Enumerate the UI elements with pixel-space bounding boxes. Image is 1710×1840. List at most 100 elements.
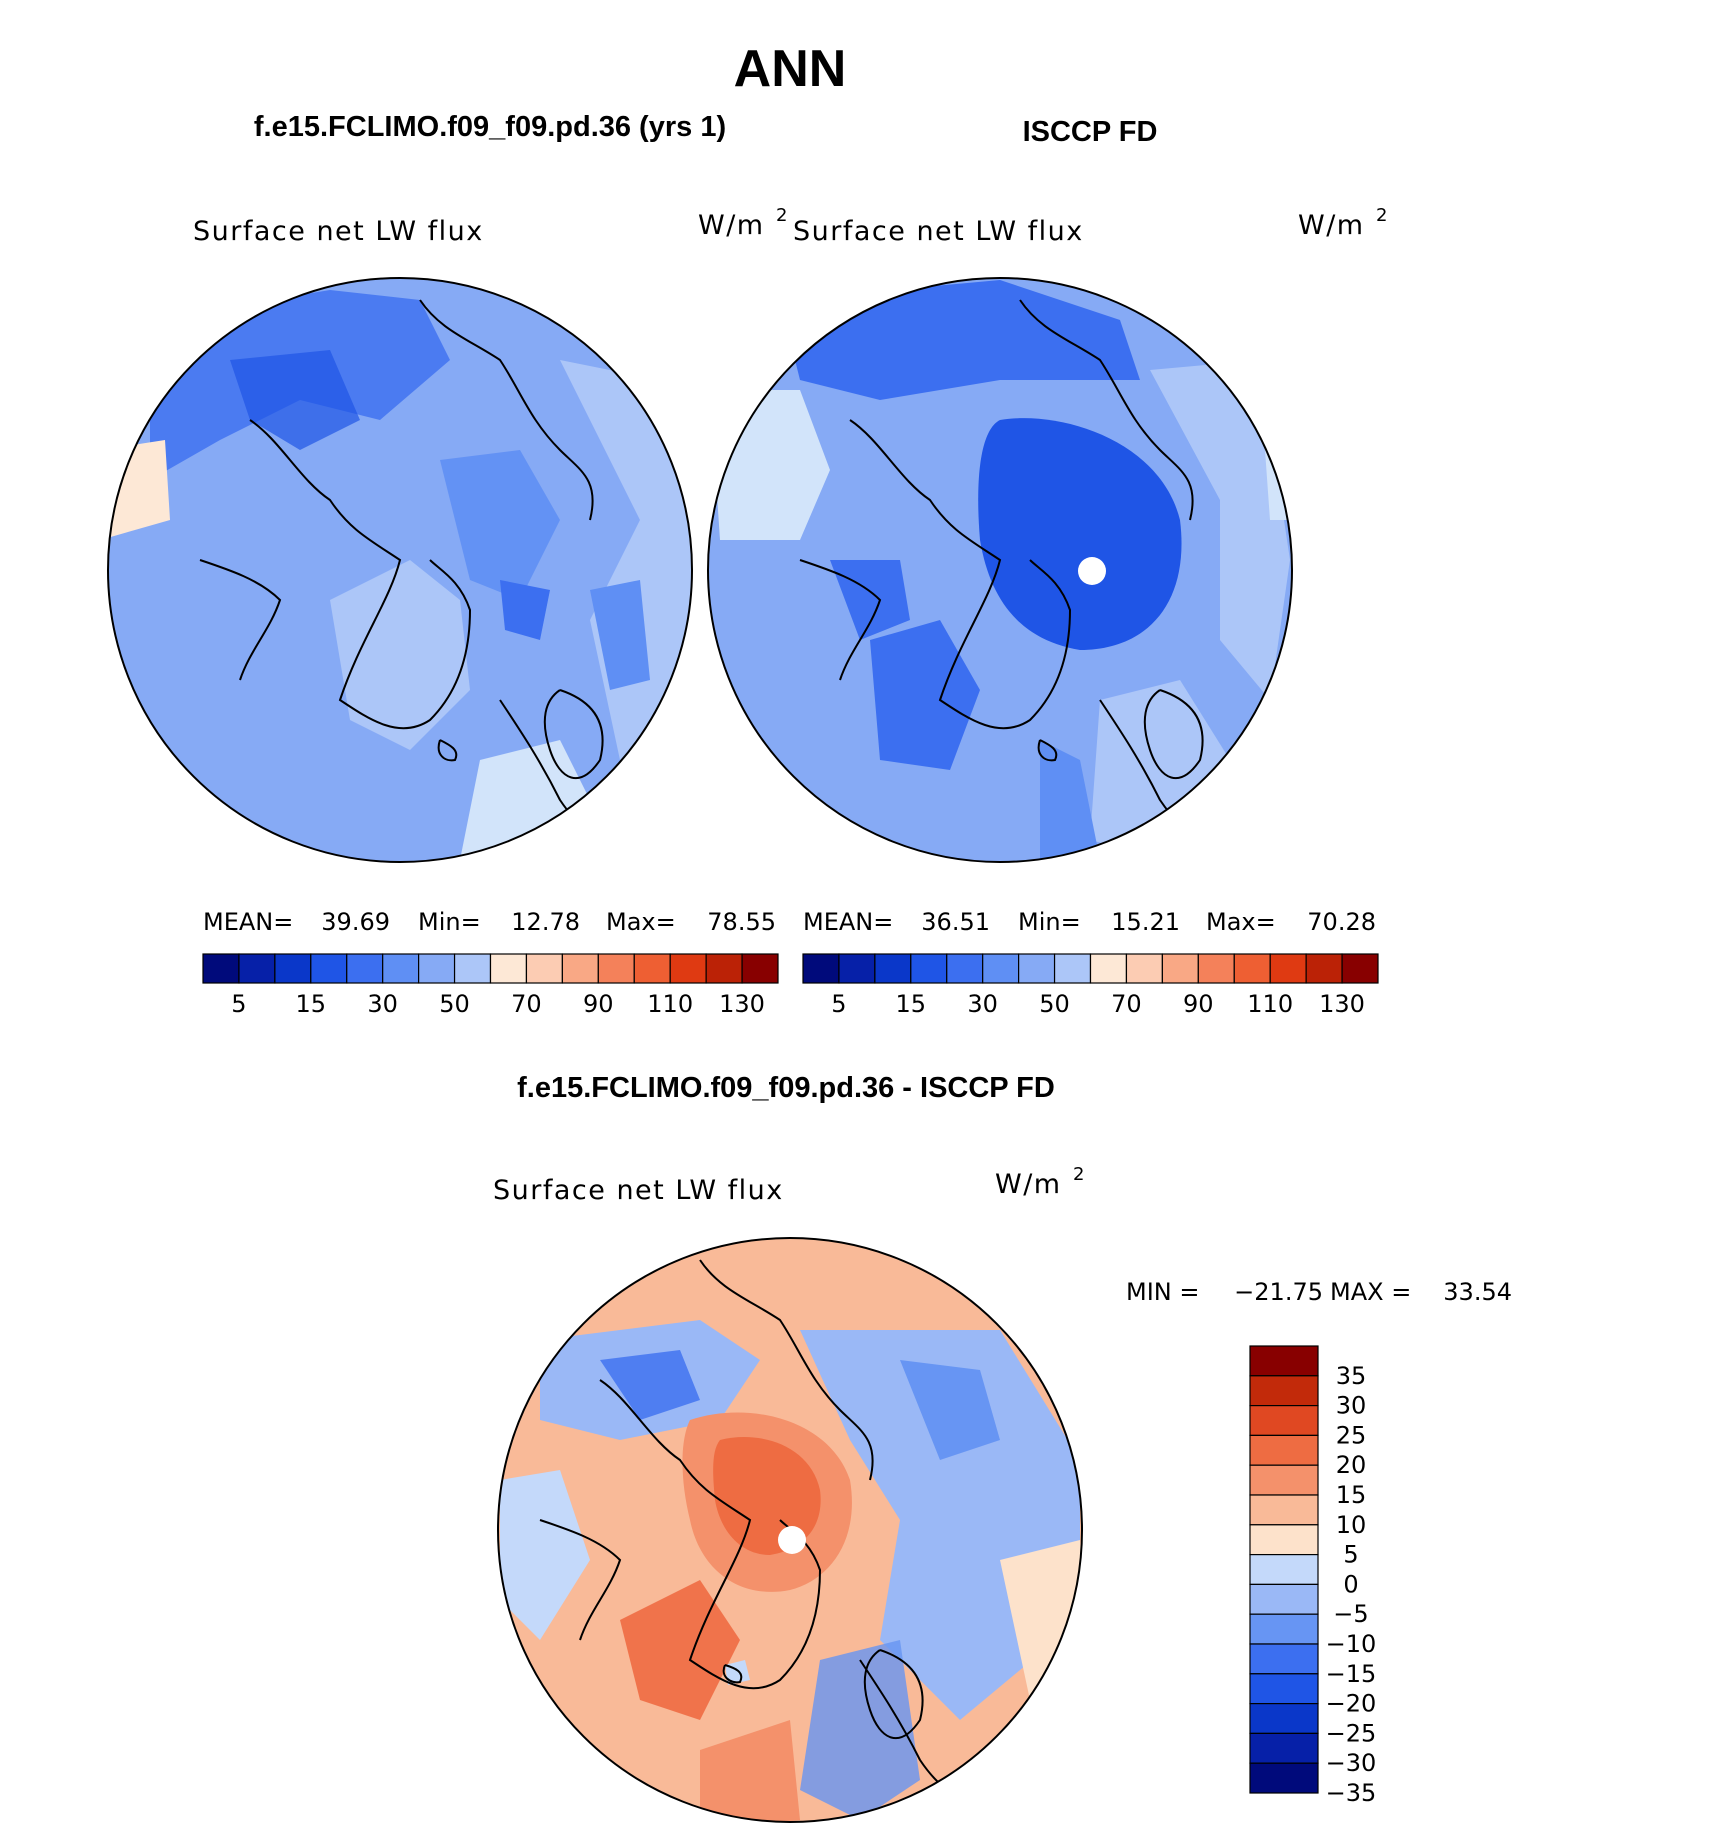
panel-diff-units: W/m 2 [995,1164,1084,1200]
map-fill [870,620,980,770]
panel-obs-min-value: 15.21 [1111,908,1180,936]
map-fill [590,580,650,690]
panel-obs-mean-value: 36.51 [921,908,990,936]
panel-model-colorbar-labels: 5 15 30 50 70 90 110 130 [231,990,765,1018]
colorbar-swatch [346,953,384,984]
map-fill [230,350,360,450]
colorbar-swatch [1125,953,1163,984]
coastline [799,299,1221,851]
panel-obs-map-border [707,277,1293,863]
colorbar-swatch [1249,1524,1319,1556]
colorbar-swatch [669,953,707,984]
colorbar-swatch [597,953,635,984]
panel-model-max-value: 78.55 [707,908,776,936]
panel-diff-units-base: W/m [995,1169,1062,1200]
colorbar-swatch [1249,1404,1319,1436]
map-fill [1150,360,1290,700]
colorbar-swatch [1249,1434,1319,1466]
colorbar-tick-label: 35 [1336,1362,1367,1390]
colorbar-tick-label: −10 [1326,1630,1377,1658]
panel-model-min-label: Min= [418,908,481,936]
panel-model-min-value: 12.78 [511,908,580,936]
colorbar-swatch [202,953,240,984]
colorbar-tick-label: 110 [1247,990,1293,1018]
panel-model-map [108,278,692,862]
panel-diff-pole-missing [778,1526,806,1554]
map-fill [440,450,560,600]
panel-model-stats: MEAN= 39.69 Min= 12.78 Max= 78.55 [203,908,776,936]
map-fill [780,280,1140,400]
panel-model-max-label: Max= [606,908,676,936]
colorbar-swatch [802,953,840,984]
colorbar-swatch [1249,1732,1319,1764]
map-fill [500,1470,590,1640]
map-fill [330,560,470,750]
map-fill [560,360,692,760]
figure-title: ANN [734,40,847,98]
colorbar-swatch [838,953,876,984]
colorbar-tick-label: 5 [831,990,846,1018]
colorbar-swatch [1249,1583,1319,1615]
map-fill [800,1330,1080,1720]
colorbar-tick-label: 130 [719,990,765,1018]
map-fill [900,1360,1000,1460]
colorbar-tick-label: 0 [1343,1570,1358,1598]
map-fill [978,418,1182,650]
colorbar-tick-label: 15 [296,990,327,1018]
colorbar-tick-label: −35 [1326,1779,1377,1807]
panel-diff-variable: Surface net LW flux [493,1175,784,1206]
colorbar-swatch [1249,1762,1319,1794]
colorbar-swatch [741,953,779,984]
map-fill [800,1640,920,1820]
colorbar-tick-label: −25 [1326,1719,1377,1747]
colorbar-tick-label: 10 [1336,1511,1367,1539]
panel-diff-case-title: f.e15.FCLIMO.f09_f09.pd.36 - ISCCP FD [517,1072,1055,1104]
panel-obs-mean-label: MEAN= [803,908,893,936]
colorbar-swatch [525,953,563,984]
colorbar-swatch [1249,1345,1319,1377]
colorbar-tick-label: −20 [1326,1690,1377,1718]
colorbar-swatch [418,953,456,984]
coastline [199,299,621,851]
colorbar-tick-label: −30 [1326,1749,1377,1777]
colorbar-tick-label: 15 [896,990,927,1018]
colorbar-tick-label: 5 [1343,1541,1358,1569]
panel-obs-units-exp: 2 [1376,205,1387,226]
colorbar-swatch [489,953,528,984]
colorbar-swatch [1249,1673,1319,1705]
colorbar-tick-label: 15 [1336,1481,1367,1509]
colorbar-swatch [946,953,984,984]
colorbar-swatch [1249,1643,1319,1675]
colorbar-swatch [1269,953,1307,984]
colorbar-swatch [982,953,1020,984]
colorbar-swatch [310,953,348,984]
colorbar-tick-label: 5 [231,990,246,1018]
colorbar-swatch [1249,1613,1319,1645]
panel-obs: ISCCP FD Surface net LW flux W/m 2 MEAN=… [707,116,1387,1018]
colorbar-swatch [1089,953,1128,984]
colorbar-swatch [274,953,312,984]
colorbar-swatch [705,953,743,984]
colorbar-swatch [1249,1494,1319,1526]
panel-obs-colorbar [802,953,1379,984]
colorbar-tick-label: 30 [1336,1392,1367,1420]
colorbar-tick-label: 90 [583,990,614,1018]
panel-diff-units-exp: 2 [1073,1164,1084,1185]
panel-diff-colorbar [1249,1345,1319,1794]
map-fill [500,580,550,640]
colorbar-swatch [382,953,420,984]
colorbar-swatch [561,953,599,984]
panel-diff: f.e15.FCLIMO.f09_f09.pd.36 - ISCCP FD Su… [493,1072,1512,1823]
colorbar-tick-label: 110 [647,990,693,1018]
colorbar-swatch [1249,1375,1319,1407]
colorbar-swatch [453,953,492,984]
panel-diff-max-value: 33.54 [1443,1278,1512,1306]
panel-diff-map-border [497,1237,1083,1823]
panel-obs-variable: Surface net LW flux [793,216,1084,247]
panel-obs-max-label: Max= [1206,908,1276,936]
colorbar-tick-label: 70 [511,990,542,1018]
colorbar-tick-label: 30 [967,990,998,1018]
panel-obs-units-base: W/m [1298,210,1365,241]
